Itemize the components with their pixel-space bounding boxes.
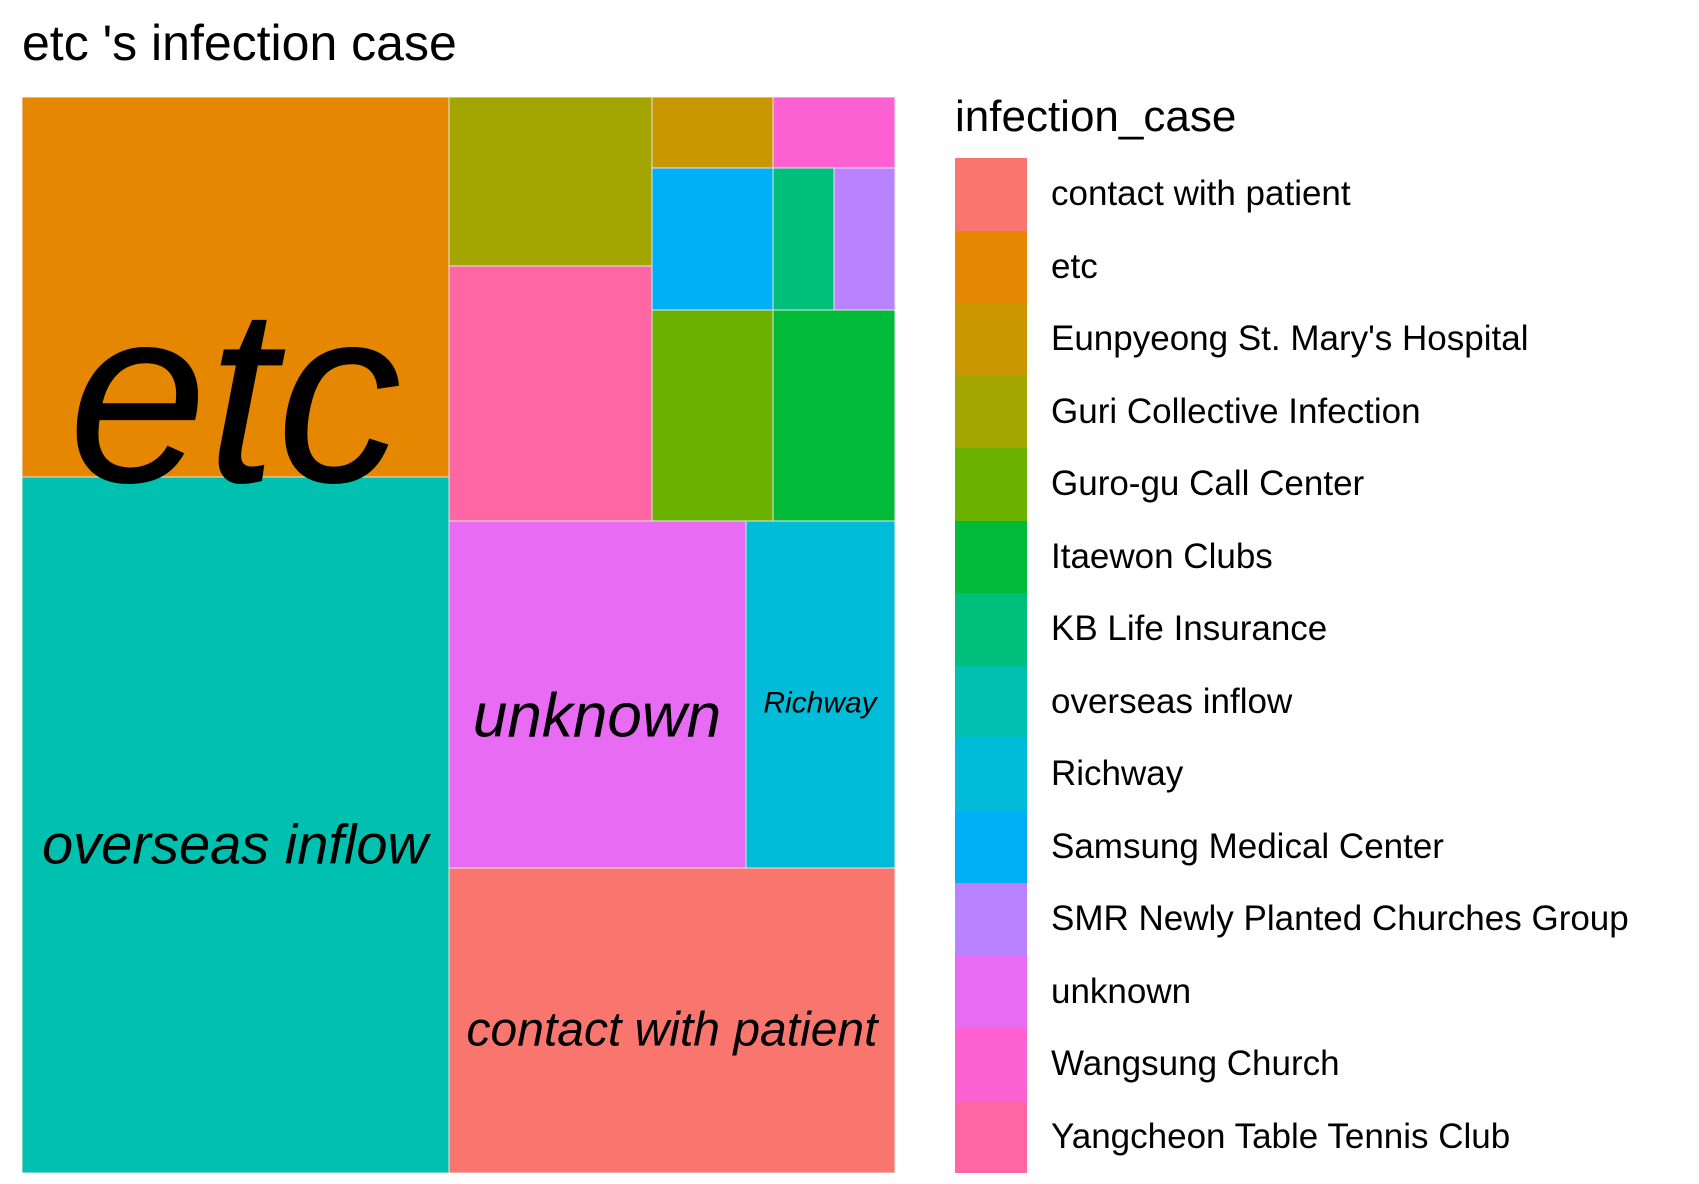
tile-label-etc: etc	[68, 256, 402, 535]
legend-item-eunpyeong-st-mary-s-hospital: Eunpyeong St. Mary's Hospital	[955, 303, 1629, 376]
tile-kb-life-insurance	[772, 167, 835, 311]
tile-samsung-medical-center	[651, 167, 774, 311]
tile-overseas-inflow	[22, 476, 450, 1173]
legend-swatch	[955, 230, 1027, 303]
legend-item-wangsung-church: Wangsung Church	[955, 1028, 1629, 1101]
legend-label: etc	[1051, 246, 1098, 286]
treemap: overseas inflow etc contact with patient un…	[22, 97, 896, 1173]
legend-item-contact-with-patient: contact with patient	[955, 158, 1629, 231]
legend-item-samsung-medical-center: Samsung Medical Center	[955, 810, 1629, 883]
tile-etc	[22, 97, 450, 478]
tile-guro-gu-call-center	[651, 309, 774, 522]
legend-swatch	[955, 593, 1027, 666]
legend-item-unknown: unknown	[955, 955, 1629, 1028]
legend-label: Yangcheon Table Tennis Club	[1051, 1116, 1511, 1156]
legend-item-etc: etc	[955, 230, 1629, 303]
legend-swatch	[955, 955, 1027, 1028]
legend-item-itaewon-clubs: Itaewon Clubs	[955, 520, 1629, 593]
legend-label: SMR Newly Planted Churches Group	[1051, 899, 1629, 939]
tile-guri-collective-infection	[448, 97, 653, 267]
legend-swatch	[955, 448, 1027, 521]
legend-item-smr-newly-planted-churches-group: SMR Newly Planted Churches Group	[955, 883, 1629, 956]
tile-smr-newly-planted-churches-group	[833, 167, 896, 311]
tile-label-overseas-inflow: overseas inflow	[42, 813, 432, 876]
legend-item-overseas-inflow: overseas inflow	[955, 665, 1629, 738]
legend-label: KB Life Insurance	[1051, 609, 1328, 649]
legend-label: Richway	[1051, 754, 1184, 794]
legend-swatch	[955, 1028, 1027, 1101]
legend-title: infection_case	[955, 92, 1237, 141]
legend-item-kb-life-insurance: KB Life Insurance	[955, 593, 1629, 666]
legend-item-guro-gu-call-center: Guro-gu Call Center	[955, 448, 1629, 521]
legend-label: Itaewon Clubs	[1051, 536, 1273, 576]
legend-label: Guro-gu Call Center	[1051, 464, 1365, 504]
legend-label: Guri Collective Infection	[1051, 391, 1421, 431]
legend-label: contact with patient	[1051, 174, 1351, 214]
tile-label-unknown: unknown	[473, 682, 721, 751]
legend-item-yangcheon-table-tennis-club: Yangcheon Table Tennis Club	[955, 1100, 1629, 1173]
tile-unknown	[448, 520, 747, 869]
legend-label: Eunpyeong St. Mary's Hospital	[1051, 319, 1529, 359]
tile-wangsung-church	[772, 97, 896, 169]
tile-itaewon-clubs	[772, 309, 896, 522]
legend-label: overseas inflow	[1051, 681, 1293, 721]
tile-richway	[745, 520, 896, 869]
legend-swatch	[955, 665, 1027, 738]
legend-swatch	[955, 520, 1027, 593]
legend-swatch	[955, 375, 1027, 448]
legend-label: Wangsung Church	[1051, 1044, 1340, 1084]
legend-swatch	[955, 883, 1027, 956]
legend-swatch	[955, 158, 1027, 231]
legend-swatch	[955, 303, 1027, 376]
tile-yangcheon-table-tennis-club	[448, 265, 653, 522]
tile-eunpyeong-st-mary-s-hospital	[651, 97, 774, 169]
legend-item-richway: Richway	[955, 738, 1629, 811]
chart-title: etc 's infection case	[22, 15, 457, 71]
legend-swatch	[955, 1100, 1027, 1173]
legend: contact with patient etc Eunpyeong St. Mar…	[955, 158, 1629, 1173]
legend-label: unknown	[1051, 971, 1192, 1011]
legend-swatch	[955, 738, 1027, 811]
legend-item-guri-collective-infection: Guri Collective Infection	[955, 375, 1629, 448]
tile-label-richway: Richway	[763, 687, 878, 720]
tile-label-contact-with-patient: contact with patient	[467, 1004, 880, 1057]
legend-label: Samsung Medical Center	[1051, 826, 1444, 866]
legend-swatch	[955, 810, 1027, 883]
